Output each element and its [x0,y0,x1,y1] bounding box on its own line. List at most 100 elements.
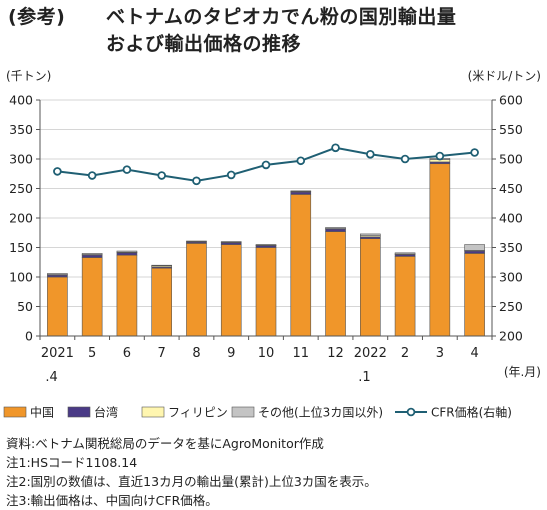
note-1: 注1:HSコード1108.14 [6,455,138,470]
bar-china [394,256,416,337]
legend-cfr-label: CFR価格(右軸) [431,405,512,420]
bar-china [360,238,381,337]
title-line1: ベトナムのタピオカでん粉の国別輸出量 [106,6,457,28]
legend-taiwan-swatch [67,406,91,418]
right-tick-label: 250 [499,299,523,314]
bar-taiwan [116,252,138,256]
legend: 中国 台湾 フィリピン その他(上位3カ国以外) CFR価格(右軸) [3,405,512,420]
cfr-point [435,151,445,161]
x-tick-label: 12 [327,346,344,361]
axes: 0 50 100 150 200 250 300 350 400 200 250 300 350 400 4… [6,69,541,385]
bar-taiwan [81,254,103,258]
x-tick-sublabel: .4 [45,370,57,385]
cfr-line [53,143,479,186]
bar-china [47,276,68,337]
x-tick-label: 6 [123,346,131,361]
bar-other [394,252,416,255]
left-tick-label: 250 [9,181,33,196]
bar-other [464,244,485,251]
right-axis-unit: (米ドル/トン) [468,69,541,83]
bar-other [186,240,207,242]
x-tick-label: 10 [258,346,275,361]
bar-taiwan [290,191,312,195]
left-tick-label: 300 [9,152,33,167]
bar-other [255,244,277,246]
bar-china [81,257,103,337]
bar-china [429,163,451,337]
legend-philippines-swatch [141,406,165,418]
note-3: 注3:輸出価格は、中国向けCFR価格。 [6,493,218,508]
bar-other [220,241,242,243]
x-tick-label: 2021 [41,346,74,361]
x-tick-label: 11 [292,346,309,361]
x-axis-unit: (年.月) [504,365,541,379]
legend-taiwan-label: 台湾 [94,405,118,420]
notes: 資料:ベトナム関税総局のデータを基にAgroMonitor作成 注1:HSコード… [6,434,377,510]
title-tag: (参考) [8,6,66,28]
cfr-point [192,176,201,186]
right-tick-label: 550 [499,122,523,137]
left-tick-label: 200 [9,211,33,226]
right-tick-label: 450 [499,181,523,196]
cfr-point [331,143,340,153]
left-tick-label: 0 [25,329,33,344]
left-tick-label: 400 [9,93,33,108]
right-tick-label: 500 [499,152,523,167]
cfr-point [226,170,236,180]
x-tick-label: 4 [470,346,478,361]
bar-china [186,243,207,337]
cfr-point [87,171,97,180]
right-tick-label: 200 [499,329,523,344]
legend-philippines-label: フィリピン [168,406,228,420]
right-tick-label: 300 [499,270,523,285]
cfr-point [157,171,166,180]
note-source: 資料:ベトナム関税総局のデータを基にAgroMonitor作成 [6,436,324,451]
bar-china [255,247,277,337]
x-tick-label: 8 [192,346,200,361]
cfr-point [261,160,271,170]
bar-china [220,244,242,337]
x-tick-label: 5 [88,346,96,361]
legend-other-swatch [231,406,255,418]
cfr-point [53,167,62,176]
bar-china [116,254,138,337]
bar-china [151,267,172,337]
bar-other [151,264,172,267]
cfr-point [366,149,375,159]
title-line2: および輸出価格の推移 [106,33,302,55]
legend-china-swatch [3,406,27,418]
bar-other [290,190,312,192]
x-tick-label: 2022 [354,346,387,361]
bar-other [81,253,103,255]
bar-other [116,250,138,253]
cfr-point [400,154,410,164]
bar-china [325,231,346,337]
left-axis-unit: (千トン) [6,69,51,83]
bar-other [360,233,381,236]
bar-taiwan [325,228,346,232]
right-tick-label: 400 [499,211,523,226]
bar-other [47,273,68,275]
export-chart: 0 50 100 150 200 250 300 350 400 200 250 300 350 400 4… [3,69,541,420]
legend-china-label: 中国 [30,405,54,420]
left-tick-label: 50 [17,299,33,314]
x-tick-sublabel: .1 [358,370,370,385]
cfr-point [296,156,306,166]
bar-china [464,253,485,337]
bar-other [325,227,346,229]
bar-taiwan [464,250,485,254]
cfr-point [122,165,132,174]
x-tick-label: 7 [158,346,166,361]
right-tick-label: 350 [499,240,523,255]
legend-other-label: その他(上位3カ国以外) [258,405,383,420]
x-tick-label: 2 [401,346,409,361]
right-tick-label: 600 [499,93,523,108]
note-2: 注2:国別の数値は、直近13カ月の輸出量(累計)上位3カ国を表示。 [6,474,377,489]
bar-china [290,194,312,337]
left-tick-label: 150 [9,240,33,255]
cfr-point [470,148,479,157]
x-tick-label: 9 [227,346,235,361]
legend-cfr-marker [406,407,416,417]
x-tick-label: 3 [436,346,444,361]
bars [47,158,485,337]
